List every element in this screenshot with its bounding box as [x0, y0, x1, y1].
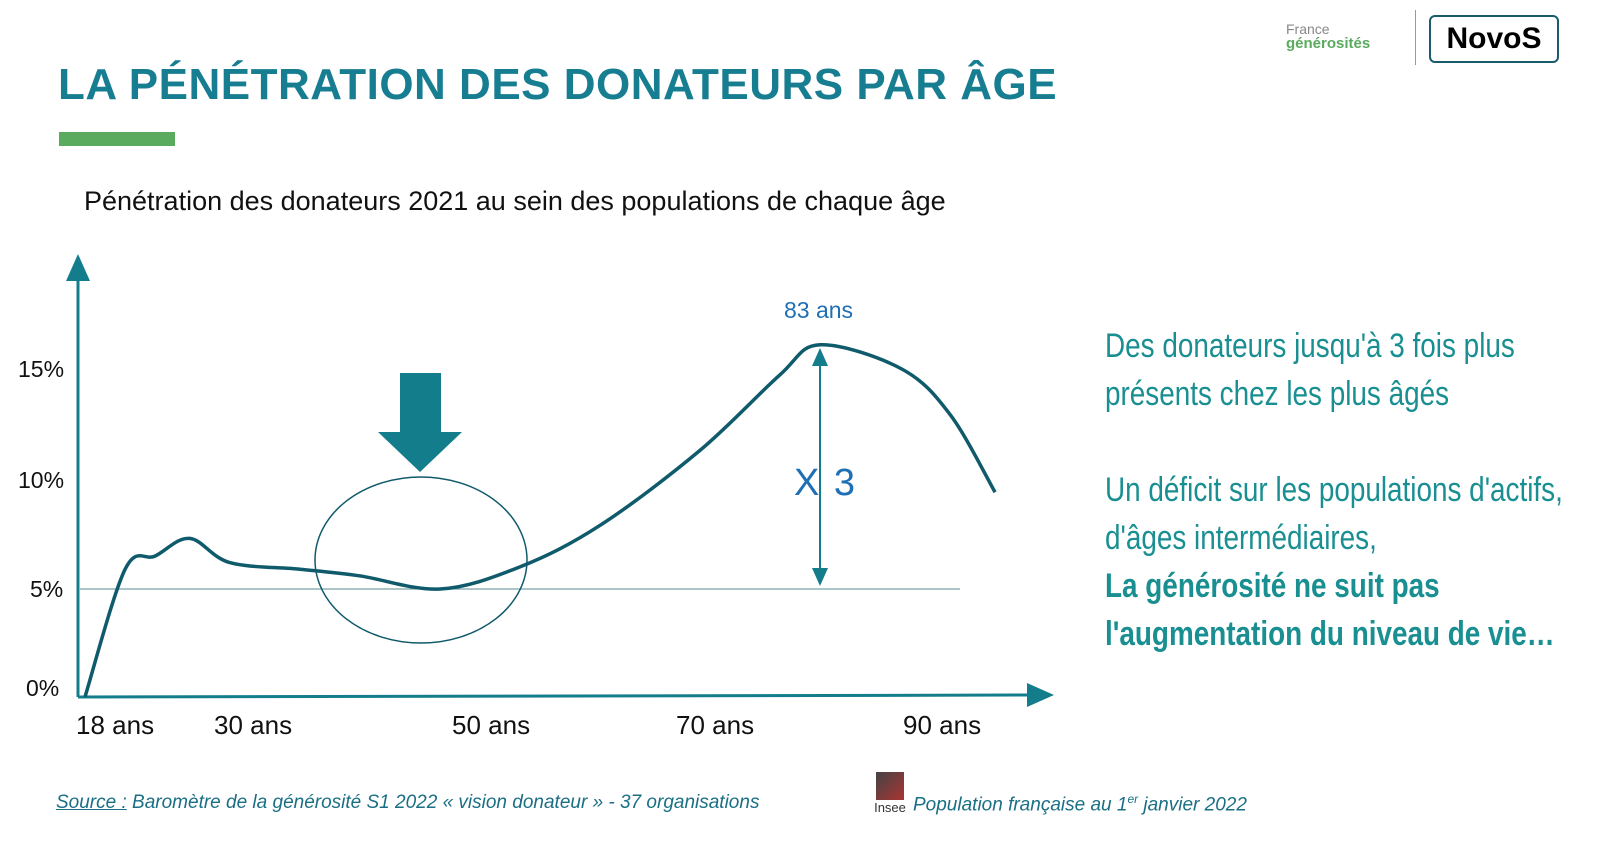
logo-divider [1415, 10, 1416, 65]
commentary-2: Un déficit sur les populations d'actifs,… [1105, 471, 1563, 557]
y-tick: 15% [18, 356, 65, 382]
down-arrow-icon [378, 373, 462, 472]
page-title: LA PÉNÉTRATION DES DONATEURS PAR ÂGE [58, 60, 1058, 109]
novos-logo: NovoS [1429, 15, 1559, 63]
x-tick: 70 ans [676, 710, 755, 740]
x-tick: 30 ans [214, 710, 293, 740]
commentary-1: Des donateurs jusqu'à 3 fois plus présen… [1105, 327, 1515, 413]
x-tick: 50 ans [452, 710, 531, 740]
commentary-3: La générosité ne suit pas l'augmentation… [1105, 567, 1555, 653]
peak-label: 83 ans [784, 297, 854, 323]
y-tick: 10% [18, 467, 65, 493]
population-text-end: janvier 2022 [1138, 794, 1247, 816]
y-tick: 0% [26, 675, 60, 701]
x-tick: 90 ans [903, 710, 982, 740]
population-sup: er [1127, 792, 1139, 806]
chart-title: Pénétration des donateurs 2021 au sein d… [84, 186, 946, 216]
commentary: Des donateurs jusqu'à 3 fois plus présen… [1105, 322, 1581, 658]
logo-text: France [1286, 21, 1330, 37]
insee-text: Insee [874, 800, 906, 815]
source-text: Baromètre de la générosité S1 2022 « vis… [126, 792, 760, 813]
insee-logo: Insee [868, 772, 912, 820]
logo-text: générosités [1286, 35, 1371, 52]
france-generosites-logo: France générosités [1286, 22, 1370, 51]
population-text: Population française au 1 [913, 794, 1128, 816]
y-tick: 5% [30, 576, 64, 602]
x-axis [77, 683, 1054, 708]
source-label: Source : [56, 792, 127, 813]
penetration-line [83, 343, 997, 698]
title-underline [59, 132, 175, 146]
population-footer: Population française au 1er janvier 2022 [913, 792, 1247, 816]
highlight-ellipse [314, 476, 528, 644]
x-tick: 18 ans [76, 710, 155, 740]
source-footer: Source : Baromètre de la générosité S1 2… [56, 792, 759, 814]
